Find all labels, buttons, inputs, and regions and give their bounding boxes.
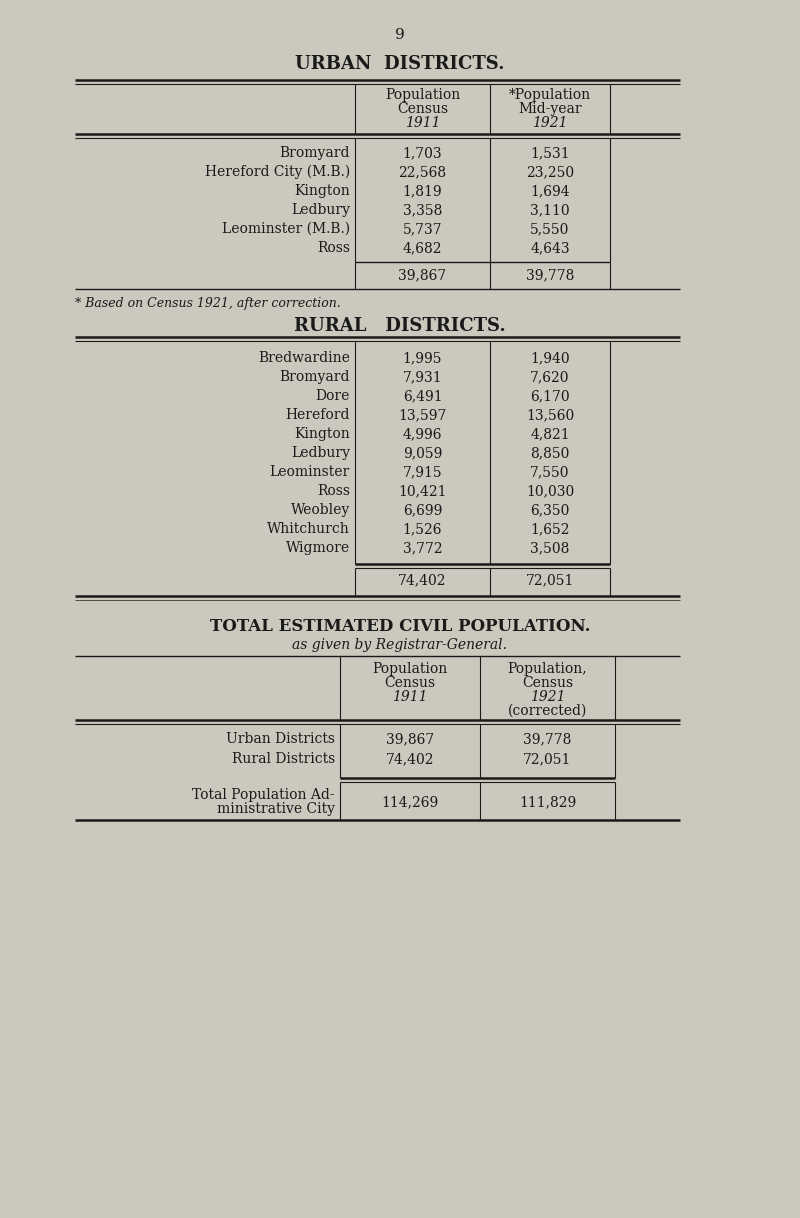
Text: 7,931: 7,931 xyxy=(402,370,442,384)
Text: 114,269: 114,269 xyxy=(382,795,438,809)
Text: Hereford City (M.B.): Hereford City (M.B.) xyxy=(205,164,350,179)
Text: 1,531: 1,531 xyxy=(530,146,570,160)
Text: 1921: 1921 xyxy=(530,691,566,704)
Text: Census: Census xyxy=(522,676,573,691)
Text: (corrected): (corrected) xyxy=(508,704,587,717)
Text: as given by Registrar-General.: as given by Registrar-General. xyxy=(293,638,507,652)
Text: 39,778: 39,778 xyxy=(526,268,574,283)
Text: 9: 9 xyxy=(395,28,405,41)
Text: 6,170: 6,170 xyxy=(530,389,570,403)
Text: URBAN  DISTRICTS.: URBAN DISTRICTS. xyxy=(295,55,505,73)
Text: Mid-year: Mid-year xyxy=(518,102,582,116)
Text: *Population: *Population xyxy=(509,88,591,102)
Text: 39,778: 39,778 xyxy=(523,732,572,745)
Text: 1,694: 1,694 xyxy=(530,184,570,199)
Text: Whitchurch: Whitchurch xyxy=(267,523,350,536)
Text: 6,699: 6,699 xyxy=(403,503,442,516)
Text: Ledbury: Ledbury xyxy=(291,446,350,460)
Text: 6,491: 6,491 xyxy=(402,389,442,403)
Text: 4,682: 4,682 xyxy=(402,241,442,255)
Text: 4,643: 4,643 xyxy=(530,241,570,255)
Text: 74,402: 74,402 xyxy=(386,752,434,766)
Text: Wigmore: Wigmore xyxy=(286,541,350,555)
Text: * Based on Census 1921, after correction.: * Based on Census 1921, after correction… xyxy=(75,297,341,311)
Text: 22,568: 22,568 xyxy=(398,164,446,179)
Text: 10,421: 10,421 xyxy=(398,484,446,498)
Text: 1,819: 1,819 xyxy=(402,184,442,199)
Text: 13,597: 13,597 xyxy=(398,408,446,421)
Text: Bromyard: Bromyard xyxy=(279,146,350,160)
Text: Kington: Kington xyxy=(294,428,350,441)
Text: TOTAL ESTIMATED CIVIL POPULATION.: TOTAL ESTIMATED CIVIL POPULATION. xyxy=(210,618,590,635)
Text: 3,110: 3,110 xyxy=(530,203,570,217)
Text: 7,620: 7,620 xyxy=(530,370,570,384)
Text: Ross: Ross xyxy=(317,484,350,498)
Text: 72,051: 72,051 xyxy=(523,752,572,766)
Text: 3,358: 3,358 xyxy=(403,203,442,217)
Text: 9,059: 9,059 xyxy=(403,446,442,460)
Text: 72,051: 72,051 xyxy=(526,572,574,587)
Text: 1,652: 1,652 xyxy=(530,523,570,536)
Text: Bredwardine: Bredwardine xyxy=(258,351,350,365)
Text: 1,940: 1,940 xyxy=(530,351,570,365)
Text: 23,250: 23,250 xyxy=(526,164,574,179)
Text: 1,526: 1,526 xyxy=(402,523,442,536)
Text: Population: Population xyxy=(385,88,460,102)
Text: 1911: 1911 xyxy=(392,691,428,704)
Text: 111,829: 111,829 xyxy=(519,795,576,809)
Text: 4,996: 4,996 xyxy=(402,428,442,441)
Text: 7,915: 7,915 xyxy=(402,465,442,479)
Text: 1,703: 1,703 xyxy=(402,146,442,160)
Text: Kington: Kington xyxy=(294,184,350,199)
Text: 13,560: 13,560 xyxy=(526,408,574,421)
Text: Leominster (M.B.): Leominster (M.B.) xyxy=(222,222,350,236)
Text: Dore: Dore xyxy=(316,389,350,403)
Text: Ross: Ross xyxy=(317,241,350,255)
Text: 1921: 1921 xyxy=(532,116,568,130)
Text: Total Population Ad-: Total Population Ad- xyxy=(192,788,335,801)
Text: Census: Census xyxy=(385,676,435,691)
Text: 1,995: 1,995 xyxy=(402,351,442,365)
Text: 74,402: 74,402 xyxy=(398,572,446,587)
Text: Urban Districts: Urban Districts xyxy=(226,732,335,745)
Text: Leominster: Leominster xyxy=(270,465,350,479)
Text: Bromyard: Bromyard xyxy=(279,370,350,384)
Text: 5,550: 5,550 xyxy=(530,222,570,236)
Text: 6,350: 6,350 xyxy=(530,503,570,516)
Text: Population,: Population, xyxy=(508,663,587,676)
Text: 7,550: 7,550 xyxy=(530,465,570,479)
Text: 10,030: 10,030 xyxy=(526,484,574,498)
Text: Weobley: Weobley xyxy=(290,503,350,516)
Text: 5,737: 5,737 xyxy=(402,222,442,236)
Text: 4,821: 4,821 xyxy=(530,428,570,441)
Text: 3,508: 3,508 xyxy=(530,541,570,555)
Text: Population: Population xyxy=(372,663,448,676)
Text: RURAL   DISTRICTS.: RURAL DISTRICTS. xyxy=(294,317,506,335)
Text: Ledbury: Ledbury xyxy=(291,203,350,217)
Text: 39,867: 39,867 xyxy=(386,732,434,745)
Text: Hereford: Hereford xyxy=(286,408,350,421)
Text: 39,867: 39,867 xyxy=(398,268,446,283)
Text: 1911: 1911 xyxy=(405,116,440,130)
Text: ministrative City: ministrative City xyxy=(217,801,335,816)
Text: Census: Census xyxy=(397,102,448,116)
Text: 3,772: 3,772 xyxy=(402,541,442,555)
Text: 8,850: 8,850 xyxy=(530,446,570,460)
Text: Rural Districts: Rural Districts xyxy=(232,752,335,766)
